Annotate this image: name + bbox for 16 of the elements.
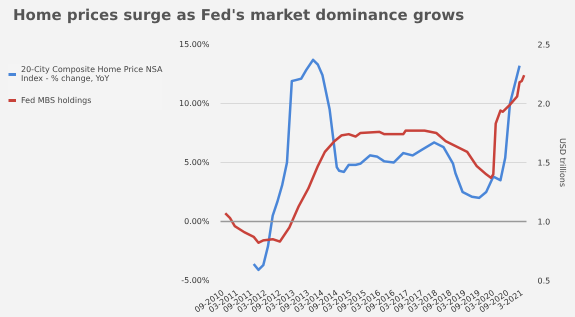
y2-tick-label: 2.0 (538, 100, 550, 108)
y-tick-label: -5.00% (181, 276, 210, 285)
y-tick-label: 5.00% (184, 158, 210, 167)
legend-label: Fed MBS holdings (21, 96, 92, 104)
y2-axis-title: USD trillions (558, 138, 568, 188)
y-tick-label: 15.00% (178, 40, 210, 49)
line-series (252, 58, 521, 272)
legend-label: 20-City Composite Home Price NSA Index - % change, YoY (21, 65, 162, 83)
y2-tick-label: 1.0 (538, 218, 550, 226)
chart-title: Home prices surge as Fed's market dominance grows (13, 5, 464, 26)
y-tick-label: 10.00% (178, 99, 210, 108)
y2-tick-label: 1.5 (538, 158, 550, 168)
y2-tick-label: 0.5 (538, 276, 550, 286)
line-series (224, 74, 526, 244)
y2-tick-label: 2.5 (538, 40, 550, 50)
y-tick-label: 0.00% (184, 217, 210, 226)
